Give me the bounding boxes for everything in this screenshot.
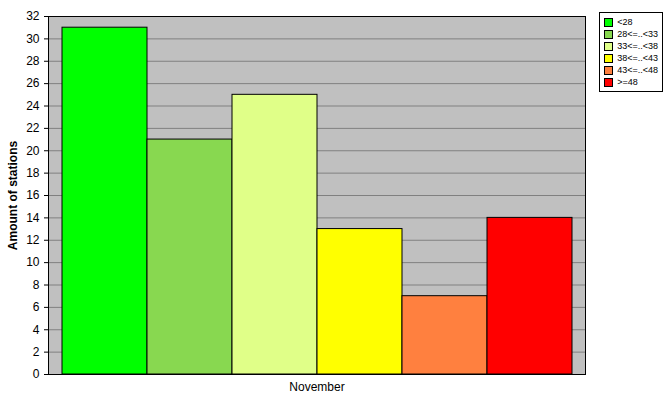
svg-text:0: 0	[33, 367, 40, 381]
svg-text:24: 24	[26, 99, 40, 113]
html-text:33<=..<38: 33<=..<38	[617, 41, 658, 51]
svg-text:Amount of stations: Amount of stations	[6, 141, 20, 251]
svg-text:14: 14	[26, 211, 40, 225]
svg-text:6: 6	[33, 300, 40, 314]
svg-text:18: 18	[26, 166, 40, 180]
svg-text:30: 30	[26, 32, 40, 46]
html-text:43<=..<48: 43<=..<48	[617, 65, 658, 75]
svg-text:4: 4	[33, 323, 40, 337]
svg-text:November: November	[289, 380, 344, 394]
svg-text:32: 32	[26, 9, 40, 23]
svg-text:28: 28	[26, 54, 40, 68]
svg-text:12: 12	[26, 233, 40, 247]
svg-text:26: 26	[26, 76, 40, 90]
html-text:28<=..<33: 28<=..<33	[617, 29, 658, 39]
svg-text:20: 20	[26, 144, 40, 158]
svg-text:16: 16	[26, 188, 40, 202]
svg-text:8: 8	[33, 278, 40, 292]
svg-text:22: 22	[26, 121, 40, 135]
svg-text:2: 2	[33, 345, 40, 359]
html-text:>=48: >=48	[617, 77, 638, 87]
html-text:<28: <28	[617, 17, 633, 27]
html-text:38<=..<43: 38<=..<43	[617, 53, 658, 63]
svg-text:10: 10	[26, 255, 40, 269]
